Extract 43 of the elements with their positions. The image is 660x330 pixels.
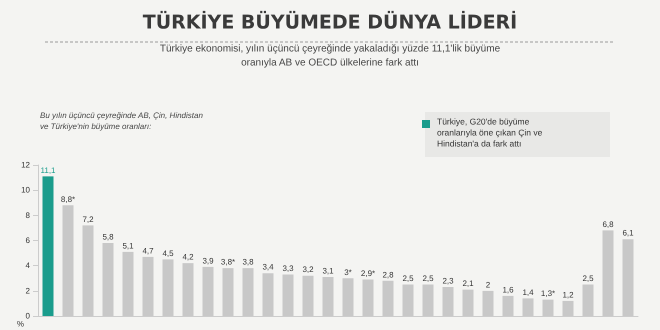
y-tick-label: 2 [26,286,31,296]
data-label: 2,9* [360,269,376,278]
data-label: 4,2 [182,252,194,262]
data-label: 1,2 [562,290,574,300]
data-label: 8,8* [60,194,76,204]
y-tick-label: 8 [26,210,31,220]
y-tick-label: 6 [26,236,31,245]
data-label: 1,4 [522,288,534,297]
text: Türkiye, G20'de büyüme oranlarıyla öne çıkan Çin ve Hindistan'a da fark attı [437,116,543,148]
data-label: 3,8* [220,258,236,267]
text: Bu yılın üçüncü çeyreğinde AB, Çin, Hindistan ve Türkiye'nin büyüme oranları: [40,111,204,131]
data-label: 3,9 [202,256,214,266]
data-label: 4,7 [142,246,154,256]
data-label: 6,8 [602,220,614,229]
data-label: 3,1 [322,266,334,276]
y-tick-label: 0 [26,312,31,320]
y-tick-label: 4 [26,261,31,270]
data-label: 2,8 [382,270,394,280]
data-label: 7,2 [82,214,94,224]
data-label: 2,5 [422,274,434,284]
data-label: 3,3 [282,264,294,273]
data-label: 6,1 [622,228,634,238]
y-tick-label: 10 [21,186,31,195]
data-label: 1,3* [540,289,556,298]
data-label: 2,5 [402,274,414,284]
data-label: 3,2 [302,265,314,274]
data-label: 1,6 [502,285,514,294]
data-label: 4,5 [162,248,174,258]
data-label: 2,3 [442,276,454,286]
data-label: 5,1 [122,241,134,250]
data-label: 5,8 [102,232,114,242]
y-axis-title: % [16,319,24,328]
data-label: 11,1 [40,166,56,175]
chart-subtitle: Türkiye ekonomisi, yılın üçüncü çeyreğinde yakaladığı yüzde 11,1'lik büyüme oranıyla AB ve OECD ülkelerine fark attı [160,44,501,68]
data-label: 2 [486,280,491,290]
chart-title: TÜRKİYE BÜYÜMEDE DÜNYA LİDERİ [142,10,518,34]
bar [42,176,54,316]
y-tick-label: 12 [21,160,31,170]
data-label: 3* [344,268,352,277]
data-label: 2,5 [582,274,594,284]
data-label: 2,1 [462,279,474,288]
data-label: 3,8 [242,258,254,267]
data-label: 3,4 [262,262,274,272]
